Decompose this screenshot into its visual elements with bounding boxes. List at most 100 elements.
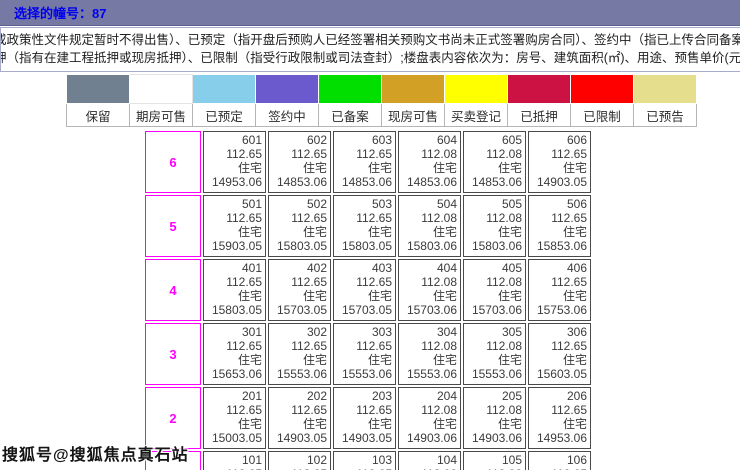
legend-swatch [381, 74, 445, 104]
unit-price: 15803.05 [211, 303, 262, 317]
unit-usage: 住宅 [562, 353, 587, 367]
unit-price: 15003.05 [211, 431, 262, 445]
unit-area: 112.65 [272, 467, 327, 470]
unit-cell[interactable]: 203 112.65 住宅 14903.05 [333, 387, 396, 449]
unit-price: 15803.05 [276, 239, 327, 253]
unit-room: 104 [436, 453, 457, 467]
unit-area: 112.65 [356, 275, 392, 289]
unit-area: 112.65 [291, 147, 327, 161]
unit-usage: 住宅 [367, 225, 392, 239]
unit-usage: 住宅 [497, 417, 522, 431]
unit-cell[interactable]: 406 112.65 住宅 15753.06 [528, 259, 591, 321]
unit-room: 504 [436, 197, 457, 211]
unit-cell[interactable]: 102112.65住宅15353.06 [268, 451, 331, 470]
unit-cell[interactable]: 503 112.65 住宅 15803.05 [333, 195, 396, 257]
unit-price: 14853.06 [406, 175, 457, 189]
status-description-line-2: 押（指有在建工程抵押或现房抵押）、已限制（指受行政限制或司法查封）;楼盘表内容依… [0, 51, 740, 65]
unit-area: 112.65 [226, 211, 262, 225]
unit-area: 112.08 [421, 147, 457, 161]
unit-room: 103 [371, 453, 392, 467]
unit-room: 201 [241, 389, 262, 403]
legend-swatch [318, 74, 382, 104]
unit-area: 112.08 [421, 339, 457, 353]
unit-cell[interactable]: 206 112.65 住宅 14953.06 [528, 387, 591, 449]
unit-area: 112.65 [551, 147, 587, 161]
unit-room: 204 [436, 389, 457, 403]
floor-number-cell: 2 [145, 387, 201, 449]
unit-cell[interactable]: 204 112.08 住宅 14903.06 [398, 387, 461, 449]
unit-usage: 住宅 [562, 225, 587, 239]
unit-area: 112.65 [226, 403, 262, 417]
floor-row: 6 601 112.65 住宅 14953.06 602 112.65 住宅 14853.06 6… [145, 131, 591, 193]
unit-cell[interactable]: 504 112.08 住宅 15803.06 [398, 195, 461, 257]
unit-cell[interactable]: 201 112.65 住宅 15003.05 [203, 387, 266, 449]
unit-price: 14903.05 [276, 431, 327, 445]
unit-cell[interactable]: 605 112.08 住宅 14853.06 [463, 131, 526, 193]
unit-cell[interactable]: 202 112.65 住宅 14903.05 [268, 387, 331, 449]
unit-room: 301 [241, 325, 262, 339]
unit-room: 401 [241, 261, 262, 275]
unit-cell[interactable]: 402 112.65 住宅 15703.05 [268, 259, 331, 321]
unit-cell[interactable]: 401 112.65 住宅 15803.05 [203, 259, 266, 321]
unit-area: 112.65 [226, 339, 262, 353]
unit-area: 112.65 [291, 211, 327, 225]
unit-cell[interactable]: 506 112.65 住宅 15853.06 [528, 195, 591, 257]
legend-swatch [192, 74, 256, 104]
unit-cell[interactable]: 304 112.08 住宅 15553.06 [398, 323, 461, 385]
unit-price: 15553.06 [406, 367, 457, 381]
unit-cell[interactable]: 603 112.65 住宅 14853.06 [333, 131, 396, 193]
unit-cell[interactable]: 103112.65住宅15353.06 [333, 451, 396, 470]
unit-room: 101 [241, 453, 262, 467]
unit-cell[interactable]: 302 112.65 住宅 15553.06 [268, 323, 331, 385]
unit-cell[interactable]: 106112.65住宅15403.05 [528, 451, 591, 470]
unit-cell[interactable]: 301 112.65 住宅 15653.06 [203, 323, 266, 385]
unit-price: 15703.06 [471, 303, 522, 317]
unit-cell[interactable]: 601 112.65 住宅 14953.06 [203, 131, 266, 193]
unit-cell[interactable]: 101112.65住宅15453.06 [203, 451, 266, 470]
unit-price: 15853.06 [536, 239, 587, 253]
unit-cell[interactable]: 501 112.65 住宅 15903.05 [203, 195, 266, 257]
legend-swatch [570, 74, 634, 104]
unit-cell[interactable]: 602 112.65 住宅 14853.06 [268, 131, 331, 193]
unit-price: 15603.05 [536, 367, 587, 381]
unit-usage: 住宅 [302, 289, 327, 303]
unit-price: 15753.06 [536, 303, 587, 317]
unit-area: 112.65 [551, 339, 587, 353]
unit-cell[interactable]: 604 112.08 住宅 14853.06 [398, 131, 461, 193]
unit-price: 15903.05 [211, 239, 262, 253]
unit-price: 15803.06 [471, 239, 522, 253]
unit-cell[interactable]: 305 112.08 住宅 15553.06 [463, 323, 526, 385]
unit-area: 112.65 [291, 275, 327, 289]
unit-cell[interactable]: 606 112.65 住宅 14903.05 [528, 131, 591, 193]
building-table-body: 6 601 112.65 住宅 14953.06 602 112.65 住宅 14853.06 6… [145, 131, 591, 470]
unit-price: 14953.06 [536, 431, 587, 445]
unit-room: 303 [371, 325, 392, 339]
unit-price: 15803.06 [406, 239, 457, 253]
unit-area: 112.65 [356, 211, 392, 225]
unit-cell[interactable]: 404 112.08 住宅 15703.06 [398, 259, 461, 321]
unit-cell[interactable]: 105112.08住宅15353.06 [463, 451, 526, 470]
unit-cell[interactable]: 303 112.65 住宅 15553.06 [333, 323, 396, 385]
unit-price: 14853.06 [276, 175, 327, 189]
unit-cell[interactable]: 205 112.08 住宅 14903.06 [463, 387, 526, 449]
status-description-box: 或政策性文件规定暂时不得出售）、已预定（指开盘后预购人已经签署相关预购文书尚未正… [0, 27, 740, 72]
unit-cell[interactable]: 104112.08住宅15353.06 [398, 451, 461, 470]
unit-room: 601 [241, 133, 262, 147]
unit-cell[interactable]: 405 112.08 住宅 15703.06 [463, 259, 526, 321]
unit-usage: 住宅 [367, 161, 392, 175]
unit-cell[interactable]: 502 112.65 住宅 15803.05 [268, 195, 331, 257]
unit-area: 112.65 [337, 467, 392, 470]
unit-usage: 住宅 [302, 161, 327, 175]
legend-label: 买卖登记 [444, 103, 508, 127]
unit-room: 206 [566, 389, 587, 403]
unit-usage: 住宅 [497, 225, 522, 239]
unit-cell[interactable]: 505 112.08 住宅 15803.06 [463, 195, 526, 257]
watermark-text: 搜狐号@搜狐焦点真石站 [2, 447, 189, 464]
unit-room: 102 [306, 453, 327, 467]
unit-usage: 住宅 [237, 161, 262, 175]
unit-cell[interactable]: 403 112.65 住宅 15703.05 [333, 259, 396, 321]
unit-usage: 住宅 [562, 289, 587, 303]
unit-usage: 住宅 [237, 417, 262, 431]
unit-cell[interactable]: 306 112.65 住宅 15603.05 [528, 323, 591, 385]
